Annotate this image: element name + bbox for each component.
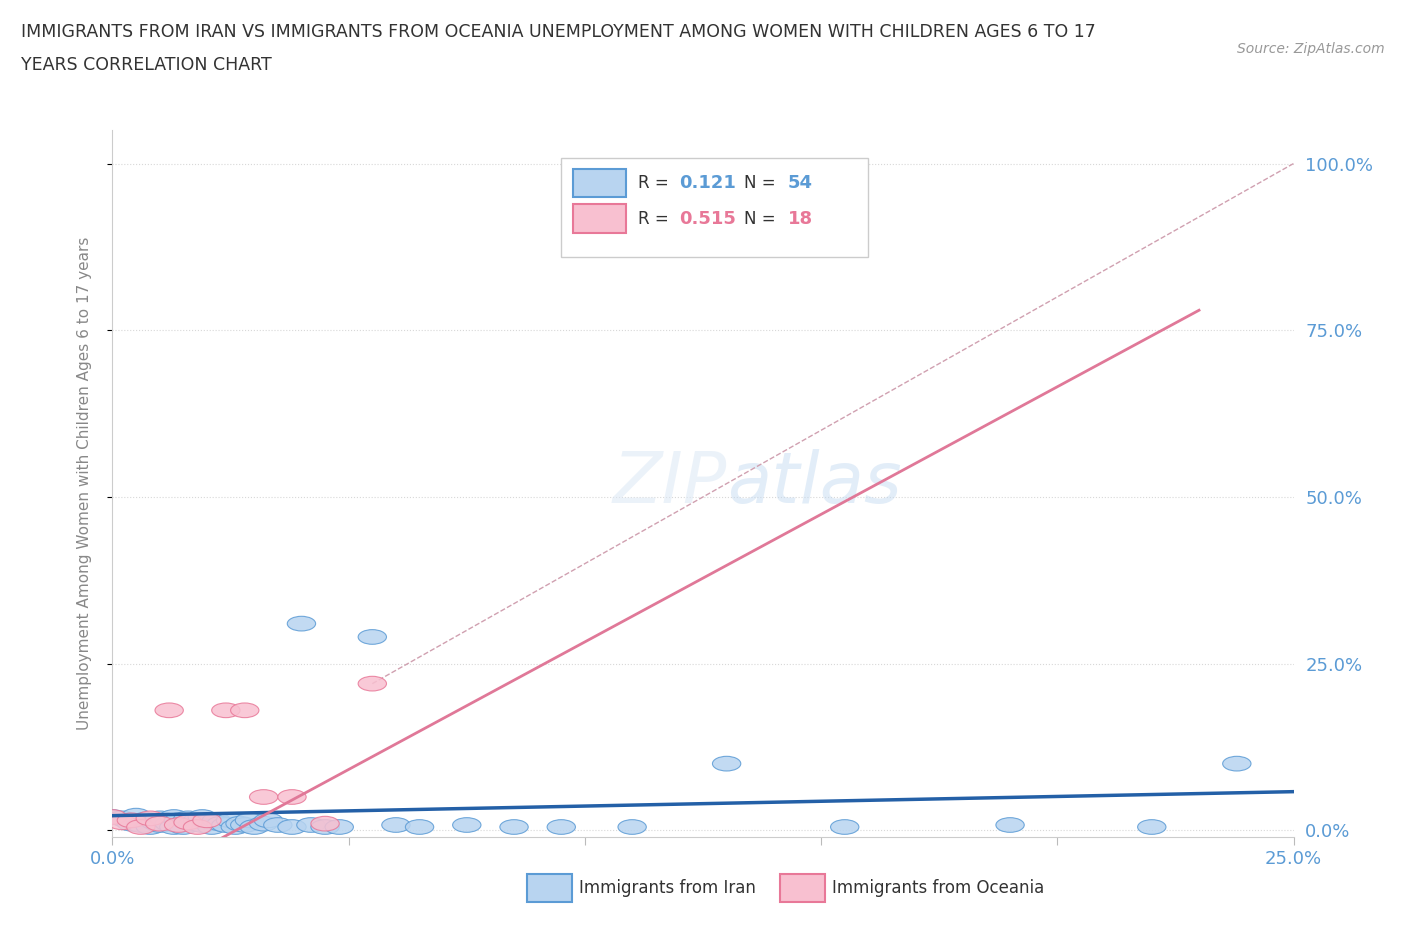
Ellipse shape [117,817,146,831]
Text: 0.121: 0.121 [679,174,737,193]
Ellipse shape [165,817,193,832]
Text: IMMIGRANTS FROM IRAN VS IMMIGRANTS FROM OCEANIA UNEMPLOYMENT AMONG WOMEN WITH CH: IMMIGRANTS FROM IRAN VS IMMIGRANTS FROM … [21,23,1095,41]
Ellipse shape [1137,819,1166,834]
Ellipse shape [108,811,136,826]
Ellipse shape [150,813,179,828]
Ellipse shape [217,813,245,828]
FancyBboxPatch shape [561,158,869,258]
Ellipse shape [146,811,174,826]
Ellipse shape [207,817,235,831]
Ellipse shape [278,819,307,834]
Ellipse shape [231,817,259,832]
Ellipse shape [807,196,835,211]
Ellipse shape [501,819,529,834]
Ellipse shape [221,819,249,834]
Ellipse shape [131,812,160,827]
Ellipse shape [169,817,197,831]
Ellipse shape [311,817,339,831]
Ellipse shape [226,817,254,831]
Ellipse shape [127,819,155,834]
Ellipse shape [117,813,146,828]
Ellipse shape [141,815,169,830]
Ellipse shape [453,817,481,832]
Ellipse shape [169,819,197,834]
Ellipse shape [183,819,212,834]
Text: Immigrants from Iran: Immigrants from Iran [579,879,756,897]
Ellipse shape [231,703,259,718]
Ellipse shape [831,819,859,834]
Ellipse shape [136,811,165,826]
FancyBboxPatch shape [574,205,626,232]
Ellipse shape [174,815,202,830]
Ellipse shape [188,810,217,824]
Ellipse shape [254,813,283,828]
Ellipse shape [174,811,202,826]
Ellipse shape [193,813,221,828]
Ellipse shape [112,813,141,828]
Ellipse shape [212,703,240,718]
Text: R =: R = [638,174,673,193]
Ellipse shape [212,817,240,832]
Text: N =: N = [744,209,782,228]
Ellipse shape [155,703,183,718]
Text: N =: N = [744,174,782,193]
Text: YEARS CORRELATION CHART: YEARS CORRELATION CHART [21,56,271,73]
Text: ZIP: ZIP [612,449,727,518]
Ellipse shape [179,817,207,831]
Ellipse shape [160,819,188,834]
Ellipse shape [155,817,183,831]
Text: 0.515: 0.515 [679,209,737,228]
Ellipse shape [359,630,387,644]
Text: R =: R = [638,209,673,228]
Ellipse shape [264,817,292,832]
Text: 18: 18 [787,209,813,228]
Ellipse shape [311,819,339,834]
Ellipse shape [108,815,136,830]
Ellipse shape [297,817,325,832]
Text: Immigrants from Oceania: Immigrants from Oceania [832,879,1045,897]
Ellipse shape [193,815,221,830]
Ellipse shape [160,810,188,824]
Ellipse shape [136,819,165,834]
Ellipse shape [382,817,411,832]
Y-axis label: Unemployment Among Women with Children Ages 6 to 17 years: Unemployment Among Women with Children A… [77,237,91,730]
Ellipse shape [127,817,155,832]
Ellipse shape [547,819,575,834]
Ellipse shape [122,808,150,823]
Ellipse shape [183,813,212,828]
Ellipse shape [98,810,127,824]
Ellipse shape [359,676,387,691]
Ellipse shape [325,819,353,834]
Ellipse shape [165,813,193,828]
Ellipse shape [188,817,217,832]
Ellipse shape [995,817,1024,832]
Ellipse shape [405,819,433,834]
Ellipse shape [202,813,231,828]
Ellipse shape [713,756,741,771]
Ellipse shape [197,819,226,834]
Text: 54: 54 [787,174,813,193]
Text: Source: ZipAtlas.com: Source: ZipAtlas.com [1237,42,1385,56]
Ellipse shape [619,819,647,834]
Ellipse shape [249,817,278,831]
Ellipse shape [249,790,278,804]
Ellipse shape [240,819,269,834]
Ellipse shape [98,810,127,824]
Ellipse shape [146,817,174,831]
Ellipse shape [287,617,315,631]
Ellipse shape [146,817,174,832]
Ellipse shape [235,813,264,828]
FancyBboxPatch shape [574,169,626,197]
Ellipse shape [278,790,307,804]
Ellipse shape [1223,756,1251,771]
Text: atlas: atlas [727,449,901,518]
